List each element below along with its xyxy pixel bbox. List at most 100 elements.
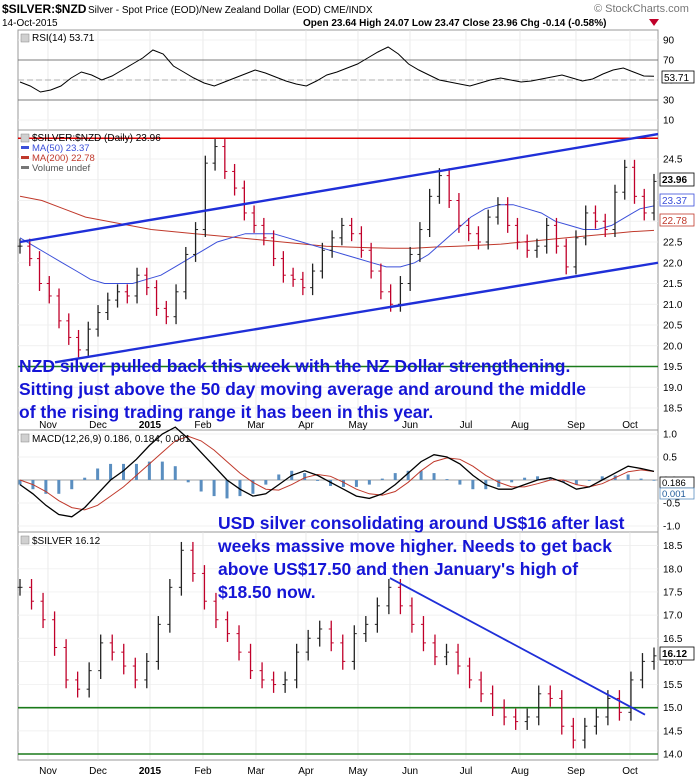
close-label: 23.96: [662, 175, 687, 186]
y-tick-label: 22.5: [663, 238, 683, 249]
price-title-icon: [20, 133, 30, 143]
macd-histogram-bar: [96, 468, 100, 480]
y-tick-label: 21.5: [663, 279, 683, 290]
y-tick-label: 17.5: [663, 587, 683, 598]
price-x-tick-label: Dec: [89, 420, 107, 431]
macd-histogram-bar: [134, 463, 138, 480]
macd-histogram-bar: [626, 474, 630, 480]
legend-ma50-swatch: [21, 146, 29, 149]
macd-histogram-bar: [225, 480, 229, 499]
macd-histogram-bar: [160, 461, 164, 480]
macd-histogram-bar: [523, 477, 527, 480]
macd-histogram-bar: [600, 476, 604, 480]
usd-title: $SILVER 16.12: [32, 536, 101, 547]
hist-last-box: [659, 487, 695, 500]
macd-histogram-bar: [251, 480, 255, 494]
y-tick-label: 19.0: [663, 383, 683, 394]
price-title: $SILVER:$NZD (Daily) 23.96: [32, 133, 161, 144]
usd-x-tick-label: Sep: [567, 766, 585, 777]
price-x-tick-label: Feb: [194, 420, 212, 431]
macd-histogram-bar: [341, 480, 345, 487]
macd-histogram-bar: [18, 480, 22, 485]
y-tick-label: 18.5: [663, 541, 683, 552]
macd-histogram-bar: [367, 480, 371, 485]
price-reference-lines: [18, 137, 658, 368]
usd-last-label: 16.12: [662, 649, 687, 660]
macd-signal-line: [19, 435, 655, 511]
lower-channel-line: [54, 261, 659, 364]
macd-histogram-bar: [510, 480, 514, 483]
macd-histogram-bar: [587, 480, 591, 481]
macd-last-label: 0.186: [662, 478, 686, 489]
nzd-note-line-2: Sitting just above the 50 day moving ave…: [19, 379, 586, 399]
price-x-tick-label: Apr: [298, 420, 314, 431]
usd-title-icon: [20, 535, 30, 545]
macd-histogram-bar: [393, 473, 397, 480]
legend-ma200-swatch: [21, 156, 29, 159]
y-tick-label: 15.5: [663, 680, 683, 691]
macd-histogram-bar: [212, 480, 216, 497]
price-bars: [17, 139, 657, 358]
usd-note-line-4: $18.50 now.: [218, 582, 316, 602]
usd-x-tick-label: Jul: [460, 766, 473, 777]
macd-histogram-bar: [406, 470, 410, 480]
usd-note-line-3: above US$17.50 and then January's high o…: [218, 559, 578, 579]
macd-histogram-bar: [380, 478, 384, 480]
rsi-last-value: 53.71: [664, 73, 689, 84]
usd-downtrend-line: [389, 577, 646, 716]
macd-histogram-bar: [574, 480, 578, 485]
legend-ma50: MA(50) 23.37: [32, 143, 90, 154]
trading-range-trendlines: [19, 132, 659, 364]
chart-watermark: © StockCharts.com: [594, 3, 689, 15]
rsi-title: RSI(14) 53.71: [32, 33, 95, 44]
legend-ma200: MA(200) 22.78: [32, 153, 95, 164]
y-tick-label: 24.5: [663, 155, 683, 166]
macd-histogram-bar: [186, 480, 190, 483]
y-tick-label: 22.0: [663, 258, 683, 269]
y-tick-label: 15.0: [663, 703, 683, 714]
macd-histogram-bar: [458, 480, 462, 485]
macd-histogram-bar: [277, 474, 281, 480]
ma50-line: [19, 204, 655, 284]
rsi-last-label-box: [661, 70, 695, 84]
usd-x-tick-label: Jun: [402, 766, 418, 777]
ma200-label-box: [659, 213, 695, 227]
usd-x-tick-label: Nov: [39, 766, 57, 777]
y-tick-label: 21.0: [663, 300, 683, 311]
macd-line: [19, 426, 655, 518]
macd-title: MACD(12,26,9) 0.186, 0.184, 0.001: [32, 434, 191, 445]
usd-x-tick-label: Feb: [194, 766, 212, 777]
usd-note-line-2: weeks massive move higher. Needs to get …: [217, 536, 612, 556]
y-tick-label: 14.0: [663, 750, 683, 761]
nzd-note-line-1: NZD silver pulled back this week with th…: [19, 356, 570, 376]
macd-histogram-bar: [471, 480, 475, 490]
macd-histogram-bar: [57, 480, 61, 494]
legend-volume: Volume undef: [32, 163, 90, 174]
chart-description: Silver - Spot Price (EOD)/New Zealand Do…: [88, 5, 373, 16]
chart-ohlc: Open 23.64 High 24.07 Low 23.47 Close 23…: [303, 18, 606, 29]
usd-note-line-1: USD silver consolidating around US$16 af…: [218, 513, 625, 533]
macd-title-icon: [20, 433, 30, 443]
downtrend-line: [389, 577, 646, 716]
price-x-tick-label: Jun: [402, 420, 418, 431]
usd-panel: [17, 531, 659, 761]
rsi-title-icon: [20, 33, 30, 43]
macd-histogram-bar: [445, 479, 449, 480]
macd-histogram-bar: [303, 473, 307, 480]
price-x-tick-label: May: [349, 420, 368, 431]
y-tick-label: 1.0: [663, 430, 677, 441]
chart-symbol: $SILVER:$NZD: [2, 2, 87, 16]
macd-histogram-bar: [70, 480, 74, 490]
y-tick-label: 19.5: [663, 362, 683, 373]
close-label-box: [659, 172, 695, 187]
macd-histogram-bar: [109, 463, 113, 480]
chart-date: 14-Oct-2015: [2, 18, 58, 29]
macd-histogram-bar: [432, 473, 436, 480]
price-x-tick-label: Sep: [567, 420, 585, 431]
usd-x-tick-label: 2015: [139, 766, 162, 777]
y-tick-label: -1.0: [663, 522, 681, 533]
macd-histogram-bar: [561, 480, 565, 483]
macd-histogram-bar: [44, 480, 48, 494]
macd-histogram-bar: [354, 480, 358, 487]
